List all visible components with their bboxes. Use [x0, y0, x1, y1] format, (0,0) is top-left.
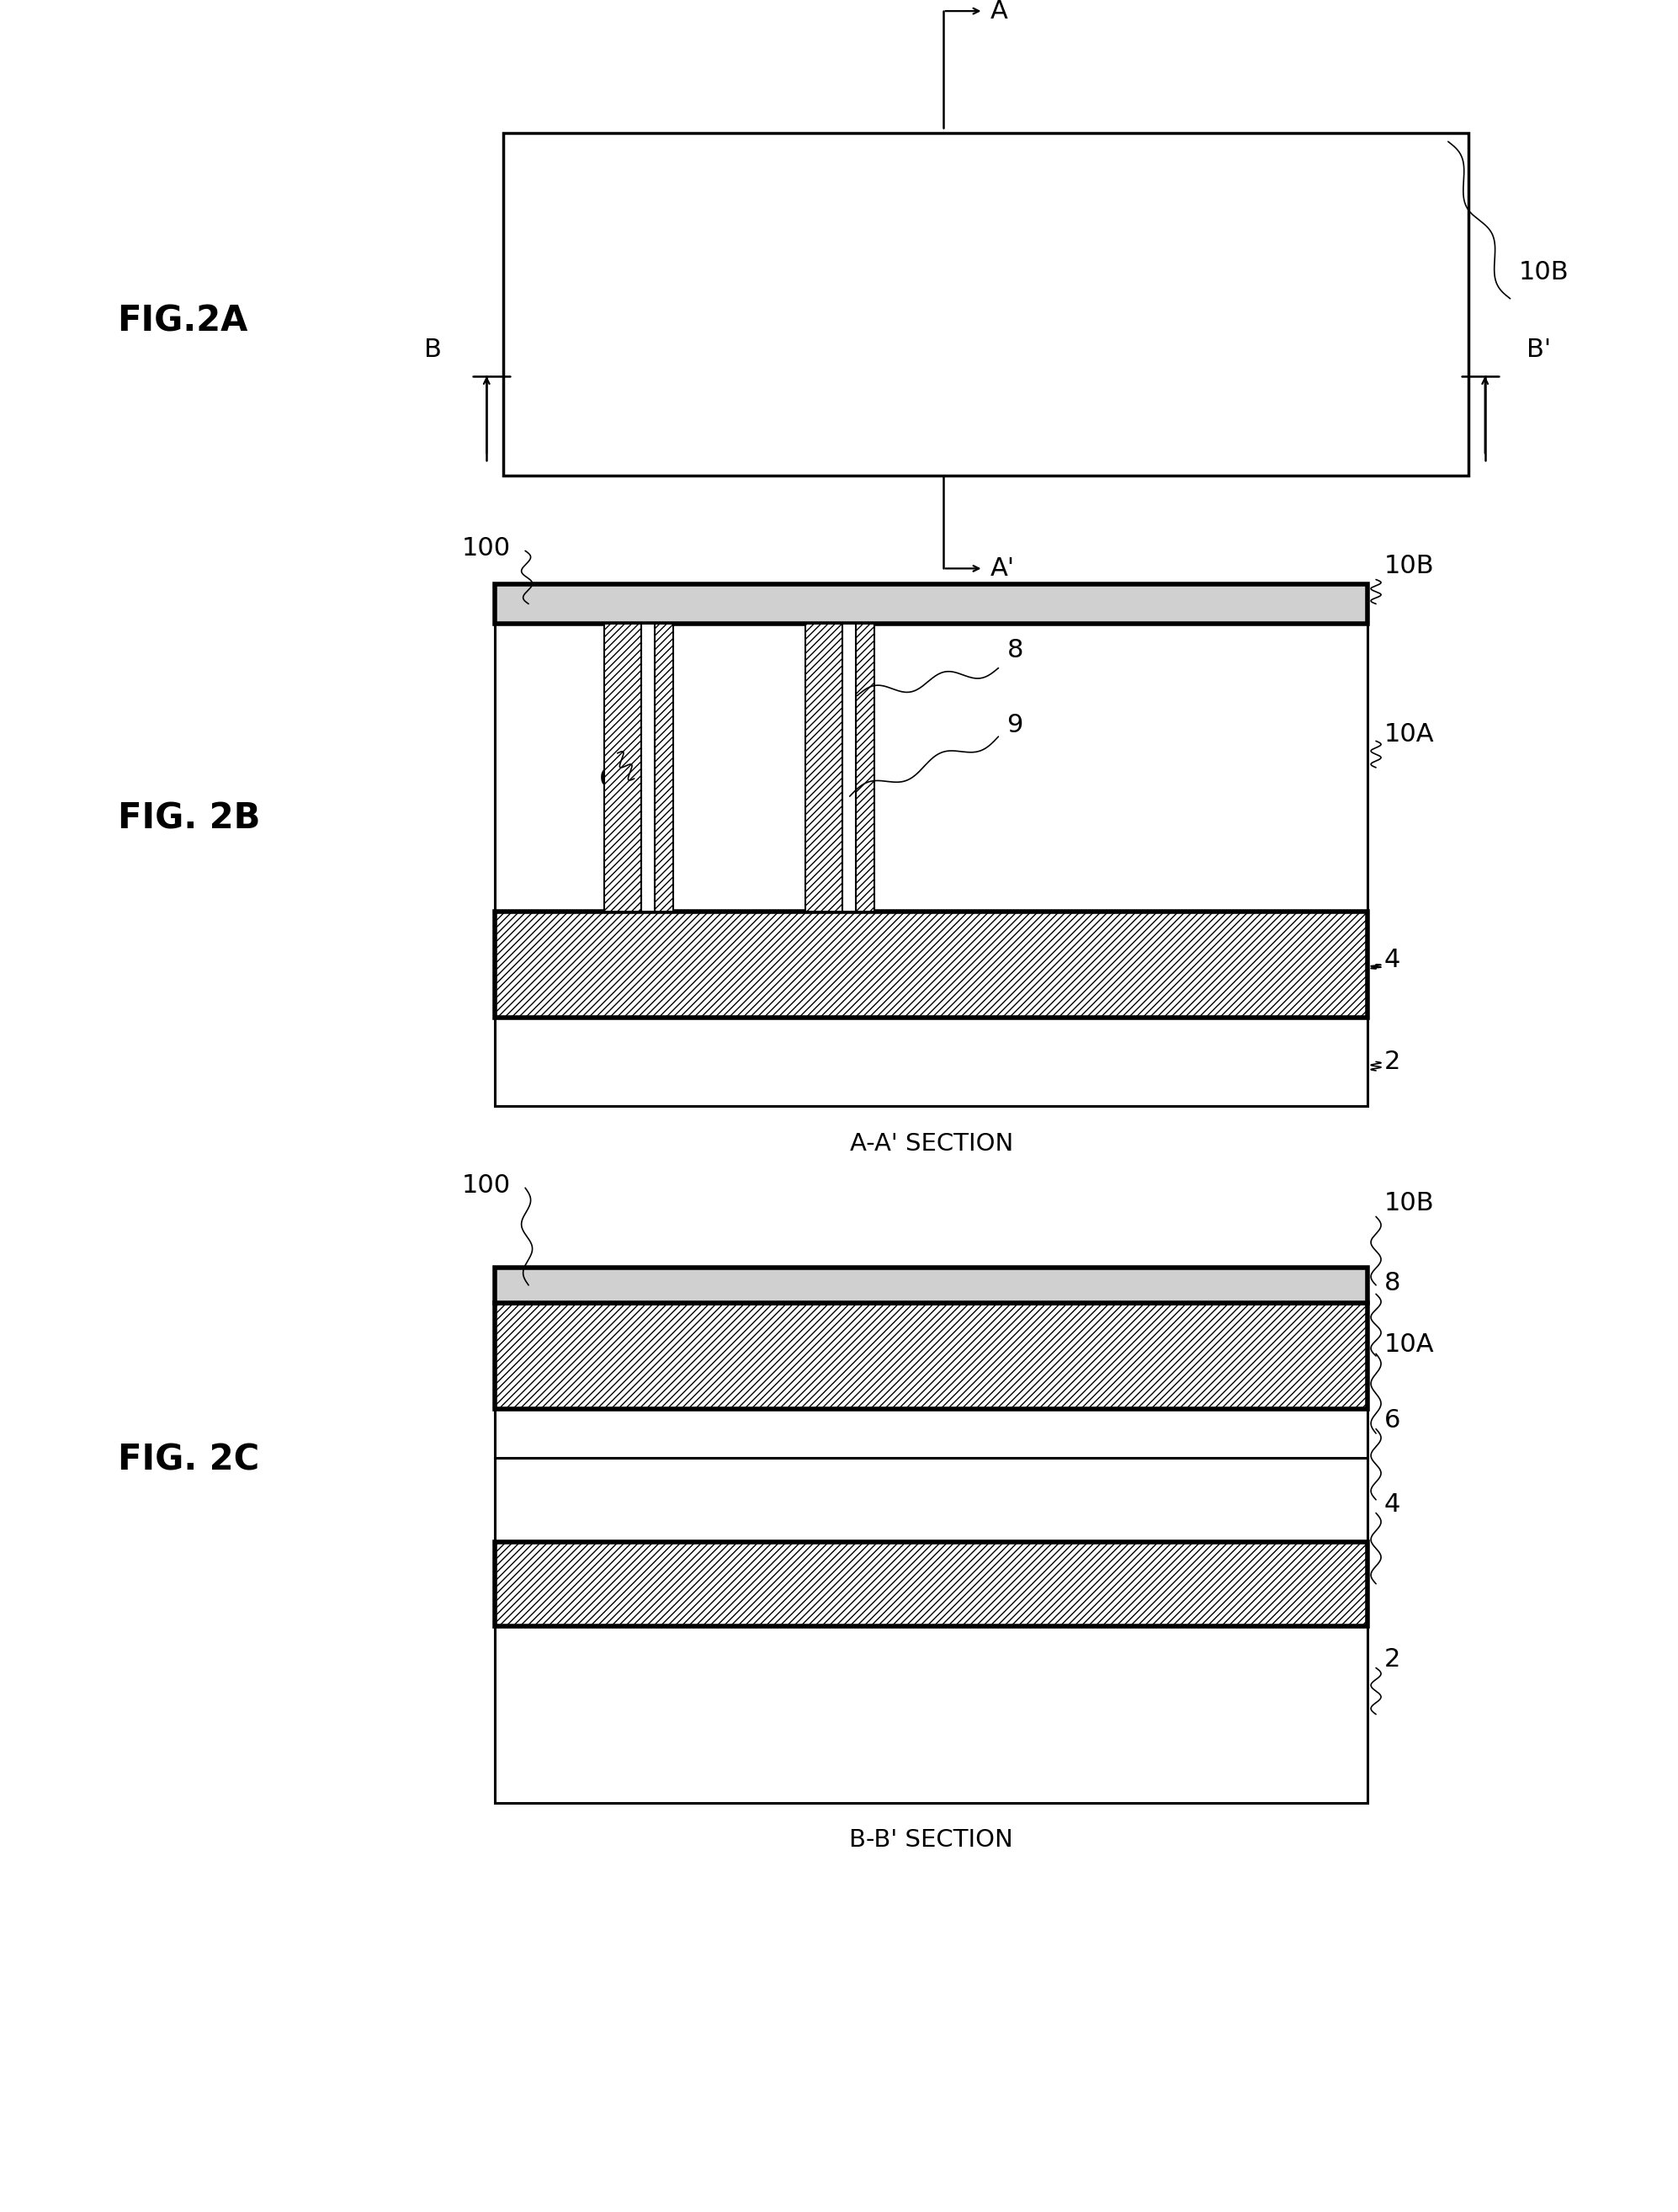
Text: 6: 6	[1384, 1407, 1401, 1433]
Text: A': A'	[990, 555, 1015, 582]
Bar	[495, 911, 1368, 1018]
Text: 6: 6	[599, 765, 616, 792]
Bar	[495, 624, 1368, 911]
Bar	[805, 624, 842, 911]
Text: 10B: 10B	[1519, 259, 1569, 285]
Text: FIG. 2B: FIG. 2B	[117, 801, 260, 836]
Text: 10A: 10A	[1384, 721, 1435, 748]
Text: 10B: 10B	[1384, 553, 1435, 580]
Bar	[856, 624, 874, 911]
Text: FIG. 2C: FIG. 2C	[117, 1442, 258, 1478]
Text: B: B	[425, 336, 441, 363]
Bar	[654, 624, 673, 911]
Text: 2: 2	[1384, 1048, 1401, 1075]
Text: A-A' SECTION: A-A' SECTION	[849, 1133, 1014, 1155]
Bar	[495, 1626, 1368, 1803]
Bar	[604, 624, 641, 911]
Text: 10B: 10B	[1384, 1190, 1435, 1217]
Text: 4: 4	[1384, 947, 1401, 973]
Text: 100: 100	[461, 535, 510, 562]
Bar	[495, 1409, 1368, 1458]
Text: A: A	[990, 0, 1007, 24]
Text: 8: 8	[1384, 1270, 1401, 1296]
Text: 8: 8	[1007, 637, 1024, 664]
Bar	[503, 133, 1468, 476]
Text: 100: 100	[461, 1172, 510, 1199]
Bar	[495, 1018, 1368, 1106]
Bar	[495, 1542, 1368, 1626]
Text: 9: 9	[1007, 712, 1024, 739]
Text: 4: 4	[1384, 1491, 1401, 1517]
Bar	[495, 1267, 1368, 1303]
Text: B-B' SECTION: B-B' SECTION	[849, 1829, 1014, 1851]
Text: 10A: 10A	[1384, 1332, 1435, 1358]
Text: FIG.2A: FIG.2A	[117, 303, 248, 338]
Bar	[495, 1303, 1368, 1409]
Text: 2: 2	[1384, 1646, 1401, 1672]
Text: B': B'	[1527, 336, 1550, 363]
Bar	[495, 1458, 1368, 1542]
Bar	[641, 624, 654, 911]
Bar	[495, 584, 1368, 624]
Bar	[842, 624, 856, 911]
